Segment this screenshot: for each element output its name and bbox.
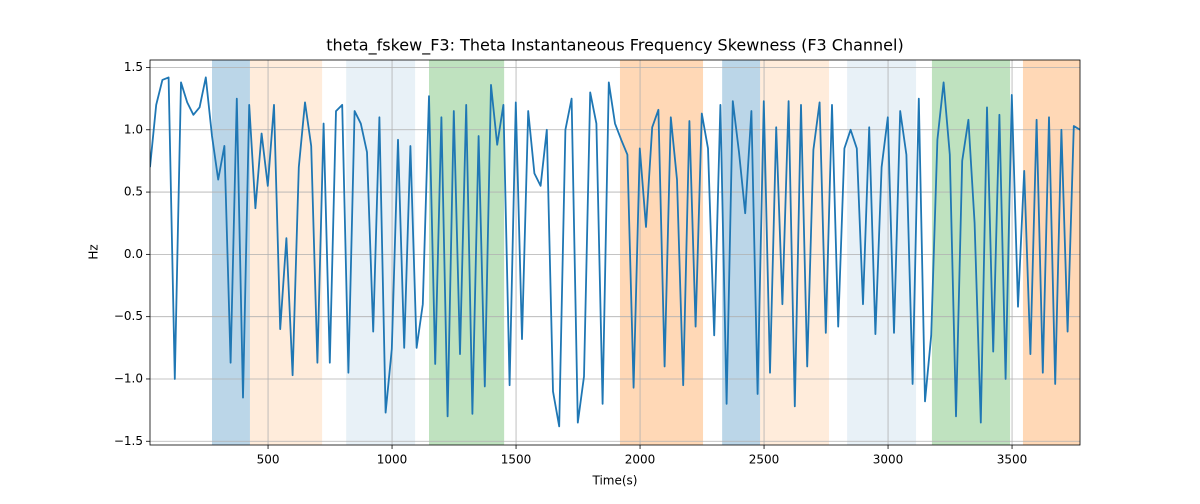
- y-tick-label: 1.5: [124, 60, 143, 74]
- x-tick-label: 1000: [377, 453, 408, 467]
- x-axis-label: Time(s): [592, 474, 638, 488]
- y-tick-label: 1.0: [124, 122, 143, 136]
- y-tick-label: −1.0: [114, 371, 143, 385]
- x-tick-label: 2500: [749, 453, 780, 467]
- y-tick-label: −0.5: [114, 309, 143, 323]
- x-tick-label: 3500: [997, 453, 1028, 467]
- y-axis-label: Hz: [87, 244, 101, 259]
- axes-frame: [149, 59, 1081, 446]
- shaded-span: [212, 60, 250, 445]
- x-tick-label: 2000: [625, 453, 656, 467]
- data-line: [150, 76, 1080, 428]
- chart-title: theta_fskew_F3: Theta Instantaneous Freq…: [326, 36, 903, 56]
- y-tick-label: 0.5: [124, 185, 143, 199]
- shaded-span: [346, 60, 416, 445]
- x-tick-label: 3000: [873, 453, 904, 467]
- y-tick-label: −1.5: [114, 434, 143, 448]
- x-tick-label: 1500: [501, 453, 532, 467]
- shaded-span: [847, 60, 917, 445]
- shaded-span: [931, 60, 1011, 445]
- y-tick-label: 0.0: [124, 247, 143, 261]
- x-tick-label: 500: [257, 453, 280, 467]
